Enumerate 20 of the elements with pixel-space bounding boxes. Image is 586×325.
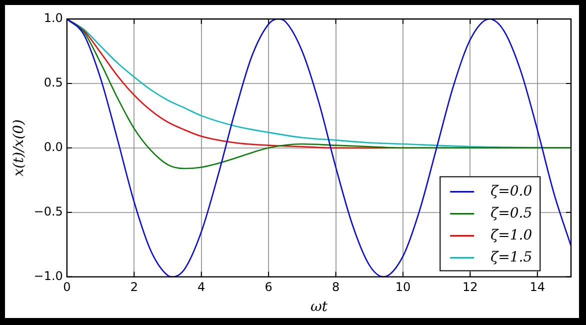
x-tick-label: 4 [198,280,206,294]
y-tick-label: 0.0 [44,140,63,154]
x-tick-label: 6 [264,280,272,294]
line-series [66,19,571,277]
y-tick-label: −0.5 [34,204,63,218]
x-tick-label: 10 [395,280,411,294]
legend-label: ζ=1.0 [490,227,532,244]
legend-label: ζ=0.0 [490,183,532,200]
x-tick-label: 8 [332,280,340,294]
x-tick-label: 14 [530,280,546,294]
y-tick-label: 0.5 [44,76,63,90]
legend-label: ζ=0.5 [490,205,532,222]
x-tick-label: 12 [462,280,478,294]
y-axis-title: x(t)/x(0) [11,119,28,176]
y-tick-label: −1.0 [34,268,63,283]
legend-label: ζ=1.5 [490,249,532,266]
x-axis-title: ωt [310,299,328,316]
y-tick-label: 1.0 [44,11,63,26]
x-tick-label: 0 [63,280,71,294]
x-tick-label: 2 [130,280,138,294]
